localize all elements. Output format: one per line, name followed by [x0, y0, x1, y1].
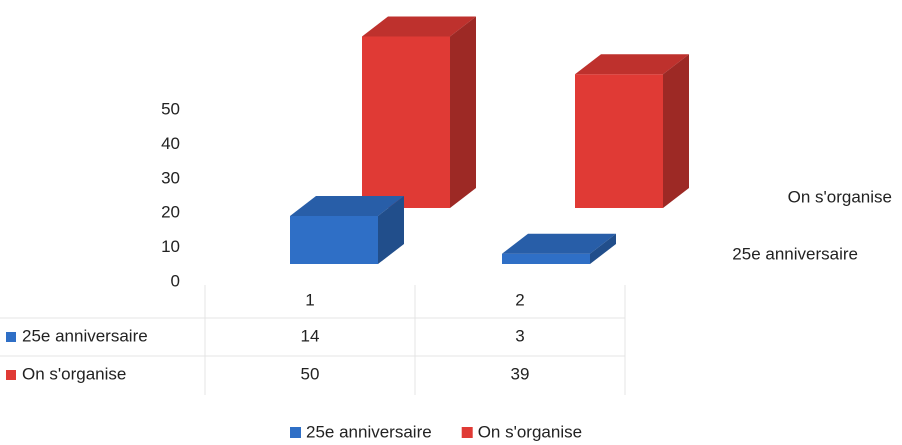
table-value: 3	[515, 326, 524, 345]
table-row-label: 25e anniversaire	[22, 326, 148, 345]
legend-label: On s'organise	[478, 422, 582, 441]
table-value: 50	[301, 364, 320, 383]
bar-top	[290, 195, 404, 216]
bar-front	[362, 36, 450, 208]
bar-top	[362, 16, 476, 37]
depth-label: On s'organise	[788, 187, 892, 206]
bar-side	[663, 54, 689, 209]
depth-label: 25e anniversaire	[732, 244, 858, 263]
bar-top	[502, 233, 616, 254]
table-row-label: On s'organise	[22, 364, 126, 383]
y-tick-label: 30	[161, 168, 180, 187]
y-tick-label: 20	[161, 203, 180, 222]
bar-front	[290, 215, 378, 264]
table-value: 14	[301, 326, 320, 345]
legend-key	[290, 427, 301, 438]
bar-front	[575, 74, 663, 208]
table-value: 39	[511, 364, 530, 383]
x-tick-label: 2	[515, 290, 524, 309]
legend-key	[461, 427, 473, 438]
bar-side	[590, 233, 616, 264]
y-tick-label: 50	[161, 99, 180, 118]
bar-side	[450, 16, 476, 208]
bar-front	[502, 253, 590, 264]
x-tick-label: 1	[305, 290, 314, 309]
y-tick-label: 10	[161, 237, 180, 256]
y-tick-label: 0	[171, 271, 180, 290]
table-legend-key	[6, 370, 16, 380]
bar-side	[378, 195, 404, 264]
table-legend-key	[6, 332, 16, 342]
bar-top	[575, 54, 689, 75]
legend-label: 25e anniversaire	[306, 422, 432, 441]
y-tick-label: 40	[161, 134, 180, 153]
